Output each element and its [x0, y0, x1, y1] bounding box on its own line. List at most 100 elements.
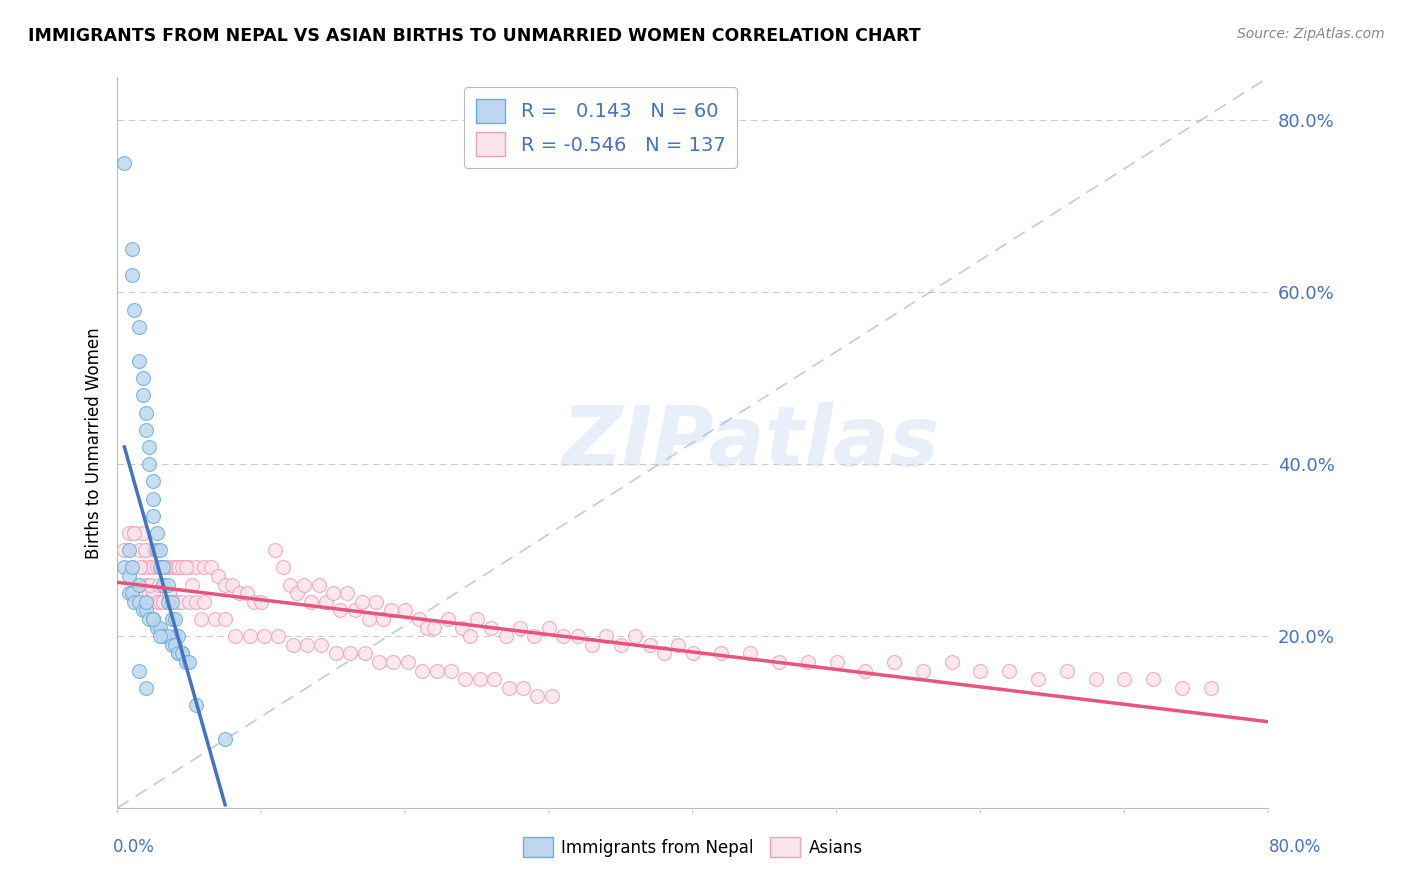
- Point: [138, 457, 160, 471]
- Point: [146, 560, 169, 574]
- Point: [343, 603, 366, 617]
- Point: [285, 586, 308, 600]
- Point: [128, 577, 150, 591]
- Point: [380, 603, 402, 617]
- Point: [163, 629, 186, 643]
- Point: [540, 690, 562, 704]
- Point: [186, 560, 208, 574]
- Point: [152, 560, 174, 574]
- Point: [149, 595, 172, 609]
- Point: [526, 690, 548, 704]
- Point: [142, 612, 165, 626]
- Text: Source: ZipAtlas.com: Source: ZipAtlas.com: [1237, 27, 1385, 41]
- Point: [624, 629, 647, 643]
- Point: [132, 526, 155, 541]
- Point: [451, 621, 474, 635]
- Point: [768, 655, 790, 669]
- Point: [152, 577, 174, 591]
- Point: [228, 586, 250, 600]
- Point: [124, 526, 146, 541]
- Point: [710, 646, 733, 660]
- Point: [740, 646, 762, 660]
- Point: [454, 672, 477, 686]
- Point: [170, 595, 193, 609]
- Point: [135, 595, 157, 609]
- Point: [366, 595, 388, 609]
- Point: [308, 577, 330, 591]
- Point: [482, 672, 505, 686]
- Point: [1026, 672, 1049, 686]
- Point: [567, 629, 589, 643]
- Point: [156, 595, 179, 609]
- Point: [174, 655, 197, 669]
- Point: [152, 560, 174, 574]
- Point: [311, 638, 333, 652]
- Y-axis label: Births to Unmarried Women: Births to Unmarried Women: [86, 327, 103, 558]
- Point: [124, 526, 146, 541]
- Point: [143, 543, 166, 558]
- Point: [128, 319, 150, 334]
- Point: [193, 595, 215, 609]
- Point: [224, 629, 246, 643]
- Point: [998, 664, 1021, 678]
- Point: [200, 560, 222, 574]
- Point: [142, 560, 165, 574]
- Point: [146, 526, 169, 541]
- Point: [495, 629, 517, 643]
- Point: [243, 595, 266, 609]
- Point: [373, 612, 395, 626]
- Point: [132, 603, 155, 617]
- Point: [1114, 672, 1136, 686]
- Point: [156, 629, 179, 643]
- Point: [121, 586, 143, 600]
- Point: [911, 664, 934, 678]
- Point: [166, 646, 188, 660]
- Point: [166, 595, 188, 609]
- Point: [160, 638, 183, 652]
- Point: [112, 156, 135, 170]
- Point: [214, 612, 236, 626]
- Point: [129, 560, 152, 574]
- Point: [128, 577, 150, 591]
- Point: [253, 629, 276, 643]
- Point: [322, 586, 344, 600]
- Point: [299, 595, 322, 609]
- Point: [157, 586, 180, 600]
- Point: [121, 268, 143, 282]
- Point: [1199, 681, 1222, 695]
- Point: [166, 629, 188, 643]
- Point: [437, 612, 460, 626]
- Point: [214, 577, 236, 591]
- Point: [1084, 672, 1107, 686]
- Point: [278, 577, 301, 591]
- Point: [666, 638, 689, 652]
- Point: [969, 664, 991, 678]
- Point: [153, 560, 176, 574]
- Point: [204, 612, 226, 626]
- Point: [124, 302, 146, 317]
- Point: [468, 672, 491, 686]
- Point: [166, 646, 188, 660]
- Point: [353, 646, 375, 660]
- Point: [163, 595, 186, 609]
- Point: [498, 681, 520, 695]
- Point: [112, 543, 135, 558]
- Point: [152, 629, 174, 643]
- Point: [595, 629, 617, 643]
- Point: [186, 698, 208, 712]
- Point: [853, 664, 876, 678]
- Point: [152, 595, 174, 609]
- Point: [146, 595, 169, 609]
- Point: [235, 586, 257, 600]
- Point: [1142, 672, 1164, 686]
- Point: [118, 526, 141, 541]
- Legend: R =   0.143   N = 60, R = -0.546   N = 137: R = 0.143 N = 60, R = -0.546 N = 137: [464, 87, 737, 168]
- Point: [128, 595, 150, 609]
- Point: [179, 560, 201, 574]
- Point: [214, 732, 236, 747]
- Point: [396, 655, 419, 669]
- Point: [170, 560, 193, 574]
- Point: [883, 655, 905, 669]
- Point: [149, 560, 172, 574]
- Point: [207, 569, 229, 583]
